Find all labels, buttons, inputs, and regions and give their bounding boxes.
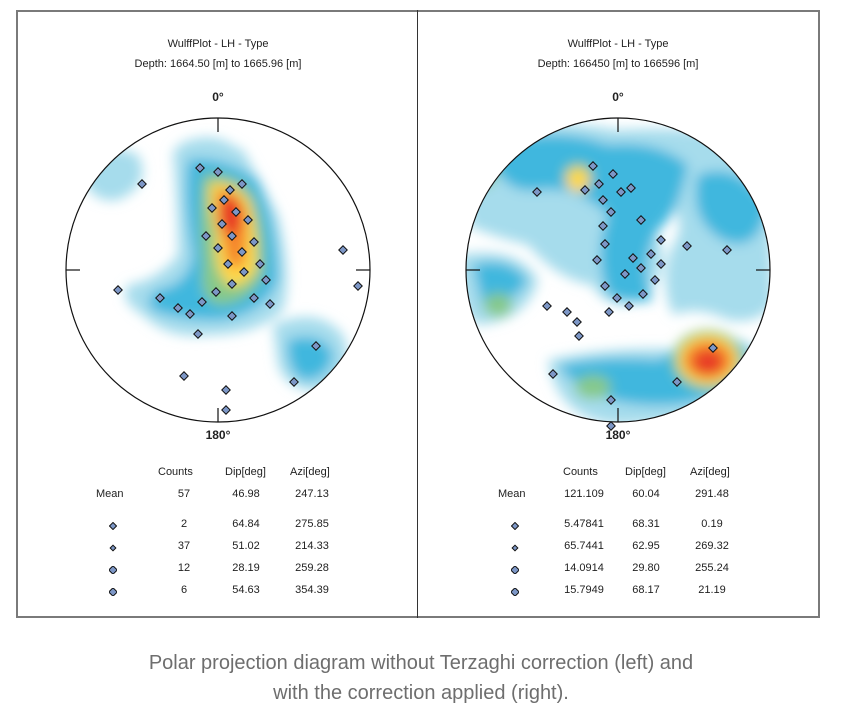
mean-counts: 121.109 [564, 488, 604, 500]
set-4-counts: 15.7949 [564, 584, 604, 596]
mean-label: Mean [96, 488, 124, 500]
col-header-dip: Dip[deg] [625, 466, 666, 478]
set-1-azi: 0.19 [701, 518, 723, 530]
set-3-symbol-icon [511, 566, 519, 574]
set-3-symbol-icon [109, 566, 117, 574]
set-1-symbol-icon [511, 522, 519, 530]
col-header-counts: Counts [158, 466, 193, 478]
set-4-dip: 54.63 [232, 584, 260, 596]
set-2-symbol-icon [511, 544, 519, 552]
mean-dip: 60.04 [632, 488, 660, 500]
set-3-counts: 14.0914 [564, 562, 604, 574]
wulff-stereonet-left [65, 117, 371, 423]
mean-label: Mean [498, 488, 526, 500]
caption-line-2: with the correction applied (right). [273, 682, 569, 704]
figure-caption: Polar projection diagram without Terzagh… [0, 648, 842, 708]
caption-line-1: Polar projection diagram without Terzagh… [148, 652, 694, 674]
set-1-azi: 275.85 [295, 518, 329, 530]
mean-azi: 291.48 [695, 488, 729, 500]
col-header-azi: Azi[deg] [290, 466, 330, 478]
set-1-dip: 68.31 [632, 518, 660, 530]
north-label: 0° [612, 90, 624, 104]
set-4-symbol-icon [511, 588, 519, 596]
depth-range: Depth: 166450 [m] to 166596 [m] [537, 58, 699, 70]
set-4-counts: 6 [180, 584, 188, 596]
pole-markers [113, 163, 363, 415]
set-4-azi: 21.19 [698, 584, 726, 596]
set-2-azi: 269.32 [695, 540, 729, 552]
wulff-stereonet-right [465, 117, 771, 431]
col-header-dip: Dip[deg] [225, 466, 266, 478]
set-2-counts: 37 [177, 540, 191, 552]
set-4-azi: 354.39 [295, 584, 329, 596]
set-4-symbol-icon [109, 588, 117, 596]
cardinal-ticks [66, 118, 370, 422]
set-3-azi: 259.28 [295, 562, 329, 574]
set-2-dip: 51.02 [232, 540, 260, 552]
set-3-azi: 255.24 [695, 562, 729, 574]
plot-title: WulffPlot - LH - Type [567, 38, 669, 50]
set-3-dip: 29.80 [632, 562, 660, 574]
set-1-counts: 2 [180, 518, 188, 530]
set-1-symbol-icon [109, 522, 117, 530]
stereonet-panel-left: WulffPlot - LH - Type Depth: 1664.50 [m]… [18, 10, 418, 618]
plot-title: WulffPlot - LH - Type [167, 38, 269, 50]
set-2-counts: 65.7441 [564, 540, 604, 552]
set-1-dip: 64.84 [232, 518, 260, 530]
north-label: 0° [212, 90, 224, 104]
col-header-azi: Azi[deg] [690, 466, 730, 478]
stereonet-panel-right: WulffPlot - LH - Type Depth: 166450 [m] … [418, 10, 818, 618]
depth-range: Depth: 1664.50 [m] to 1665.96 [m] [134, 58, 302, 70]
cardinal-ticks [466, 118, 770, 422]
set-2-symbol-icon [109, 544, 117, 552]
set-3-counts: 12 [177, 562, 191, 574]
set-4-dip: 68.17 [632, 584, 660, 596]
set-1-counts: 5.47841 [564, 518, 604, 530]
mean-azi: 247.13 [295, 488, 329, 500]
set-2-dip: 62.95 [632, 540, 660, 552]
mean-counts: 57 [177, 488, 191, 500]
south-label: 180° [605, 428, 631, 442]
south-label: 180° [205, 428, 231, 442]
set-2-azi: 214.33 [295, 540, 329, 552]
col-header-counts: Counts [563, 466, 598, 478]
density-contours [78, 137, 348, 391]
mean-dip: 46.98 [232, 488, 260, 500]
panel-divider [417, 10, 418, 618]
pole-markers [532, 161, 732, 431]
set-3-dip: 28.19 [232, 562, 260, 574]
